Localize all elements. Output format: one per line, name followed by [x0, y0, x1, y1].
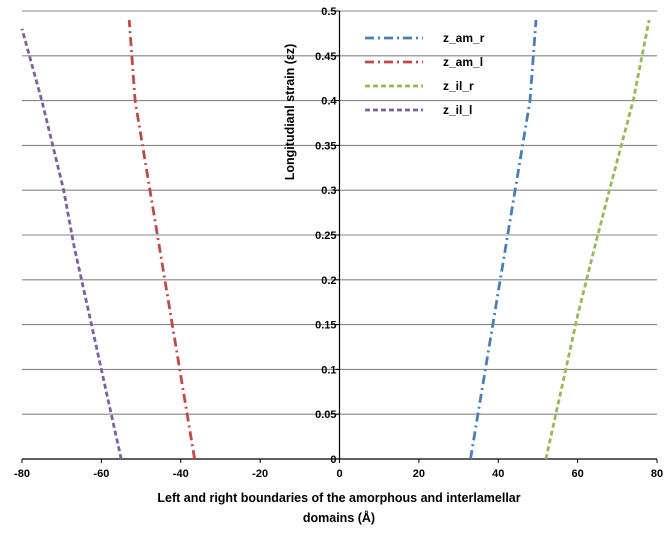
y-tick-label: 0.2	[321, 275, 336, 287]
y-tick-label: 0.45	[315, 51, 336, 63]
series-line-z-il-r	[544, 19, 651, 460]
y-tick-label: 0.1	[321, 364, 336, 376]
y-tick-label: 0.05	[315, 409, 336, 421]
y-tick-label: 0.15	[315, 320, 336, 332]
x-axis-title-line1: Left and right boundaries of the amorpho…	[157, 491, 520, 505]
x-tick-label: 0	[336, 468, 342, 480]
legend-label: z_am_l	[443, 55, 483, 69]
legend-label: z_il_r	[443, 79, 474, 93]
axes	[21, 10, 658, 463]
x-axis-title-line2: domains (Å)	[303, 510, 375, 525]
series-line-z-am-r	[469, 19, 538, 460]
legend-label: z_am_r	[443, 31, 485, 45]
y-tick-label: 0	[330, 454, 336, 466]
x-tick-label: -40	[173, 468, 189, 480]
y-tick-label: 0.35	[315, 140, 336, 152]
y-tick-label: 0.3	[321, 185, 336, 197]
x-tick-label: -80	[14, 468, 30, 480]
x-tick-label: 60	[572, 468, 584, 480]
x-tick-label: -20	[252, 468, 268, 480]
y-axis-title: Longitudianl strain (εz)	[283, 44, 297, 180]
y-tick-labels: 0 0.05 0.1 0.15 0.2 0.25 0.3 0.35 0.4 0.45 0.5	[315, 6, 337, 466]
series-lines	[20, 19, 651, 460]
x-tick-labels: -80 -60 -40 -20 0 20 40 60 80	[14, 468, 663, 480]
y-tick-label: 0.25	[315, 230, 336, 242]
y-tick-label: 0.5	[321, 6, 336, 18]
x-tick-label: 80	[651, 468, 663, 480]
x-tick-label: 20	[413, 468, 425, 480]
legend-label: z_il_l	[443, 103, 472, 117]
x-tick-label: 40	[492, 468, 504, 480]
x-tick-label: -60	[93, 468, 109, 480]
series-line-z-il-l	[20, 28, 123, 460]
y-tick-label: 0.4	[321, 96, 337, 108]
series-line-z-am-l	[127, 19, 196, 460]
legend: z_am_r z_am_l z_il_r z_il_l	[365, 31, 485, 117]
